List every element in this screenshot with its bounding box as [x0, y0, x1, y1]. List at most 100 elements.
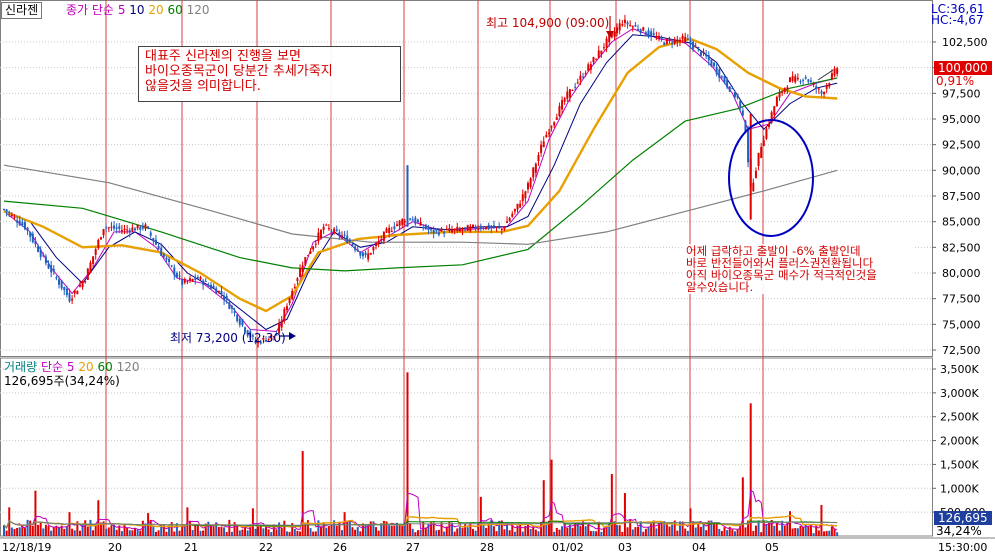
volume-bar	[671, 524, 674, 536]
volume-bar	[676, 530, 679, 536]
candle-body	[317, 232, 320, 242]
note-line: 바이오종목군이 당분간 추세가죽지	[145, 64, 333, 79]
candle-body	[506, 221, 509, 224]
candle-body	[225, 296, 228, 300]
volume-bar	[306, 520, 309, 536]
candle-body	[678, 39, 681, 43]
candle-body	[519, 203, 522, 208]
candle-body	[335, 229, 338, 231]
volume-bar	[356, 527, 359, 536]
price-tick-label: 82,500	[942, 241, 981, 254]
ma-period: 20	[148, 3, 164, 17]
candle-body	[733, 92, 736, 97]
volume-bar	[401, 525, 404, 536]
candle-body	[799, 81, 802, 83]
volume-bar	[537, 531, 540, 536]
volume-bar	[563, 522, 566, 536]
volume-bar	[84, 520, 87, 536]
note-line: 대표주 신라젠의 진행을 보면	[145, 49, 301, 64]
volume-bar	[807, 526, 810, 536]
volume-bar	[781, 520, 784, 536]
candle-body	[372, 246, 375, 251]
volume-bar	[92, 530, 95, 536]
candle-body	[723, 75, 726, 83]
volume-bar	[238, 530, 241, 536]
current-price-pct: 0,91%	[936, 74, 975, 88]
volume-bar	[713, 522, 716, 536]
volume-bar	[715, 522, 718, 536]
candle-body	[710, 60, 713, 67]
volume-bar	[650, 523, 653, 536]
volume-bar	[506, 522, 509, 536]
candle-body	[720, 76, 723, 78]
volume-legend: 거래량 단순 5 20 60 120	[4, 360, 139, 374]
candle-body	[380, 239, 383, 241]
volume-tick-label: 2,000K	[940, 435, 979, 448]
volume-bar	[52, 526, 55, 536]
candle-body	[325, 224, 328, 226]
candle-body	[618, 23, 621, 31]
volume-bar	[18, 527, 21, 536]
candle-body	[825, 85, 828, 89]
top-right-hc: HC:-4,67	[931, 13, 984, 27]
candle-body	[731, 88, 734, 90]
volume-bar	[789, 511, 791, 536]
candle-body	[3, 209, 5, 211]
volume-bar	[165, 531, 168, 536]
candle-body	[820, 91, 823, 94]
candle-body	[209, 284, 212, 289]
date-label: 26	[333, 541, 347, 554]
candle-body	[537, 155, 540, 161]
candle-body	[561, 100, 564, 110]
volume-bar	[63, 528, 66, 536]
candle-body	[809, 80, 812, 82]
candle-body	[815, 86, 818, 89]
volume-bar	[21, 525, 24, 536]
volume-bar	[626, 527, 629, 536]
candle-body	[215, 288, 218, 294]
volume-bar	[168, 525, 171, 536]
top-right-lc: LC:36,61	[931, 2, 985, 16]
candle-body	[474, 227, 477, 230]
candle-body	[778, 92, 781, 98]
volume-bar	[547, 520, 550, 536]
volume-bar	[361, 523, 364, 536]
volume-bar	[511, 524, 514, 536]
symbol-box[interactable]: 신라젠	[1, 2, 43, 19]
candle-body	[718, 69, 721, 78]
candle-body	[427, 228, 430, 231]
candle-body	[490, 226, 493, 229]
note-line: 바로 반전들어와서 플러스권전환됩니다	[686, 256, 874, 270]
candle-body	[58, 279, 61, 285]
volume-bar	[466, 527, 469, 536]
candle-body	[419, 221, 422, 226]
candle-body	[99, 237, 102, 240]
candle-body	[699, 51, 702, 56]
note-line: 아직 바이오종목군 매수가 적극적인것을	[686, 268, 877, 282]
volume-bar	[123, 524, 126, 536]
candle-body	[707, 55, 710, 61]
candle-body	[498, 227, 501, 229]
volume-bar	[796, 528, 799, 536]
volume-bar	[663, 521, 666, 536]
candle-body	[385, 228, 388, 233]
volume-bar	[275, 529, 278, 536]
volume-bar	[448, 521, 451, 536]
volume-bar	[212, 526, 215, 536]
candle-body	[196, 277, 199, 279]
volume-bar	[335, 525, 338, 536]
candle-body	[739, 100, 742, 108]
candle-body	[377, 241, 380, 244]
candle-body	[542, 141, 545, 148]
volume-bar	[189, 520, 192, 536]
candle-body	[466, 225, 469, 231]
volume-bar	[490, 520, 493, 536]
date-label: 12/18/19	[2, 541, 51, 554]
date-label: 21	[184, 541, 198, 554]
candle-body	[144, 224, 147, 229]
volume-bar	[314, 531, 317, 536]
volume-bar	[372, 521, 375, 536]
volume-ma-period: 60	[97, 360, 113, 374]
volume-bar	[409, 523, 412, 536]
candle-body	[299, 268, 302, 277]
